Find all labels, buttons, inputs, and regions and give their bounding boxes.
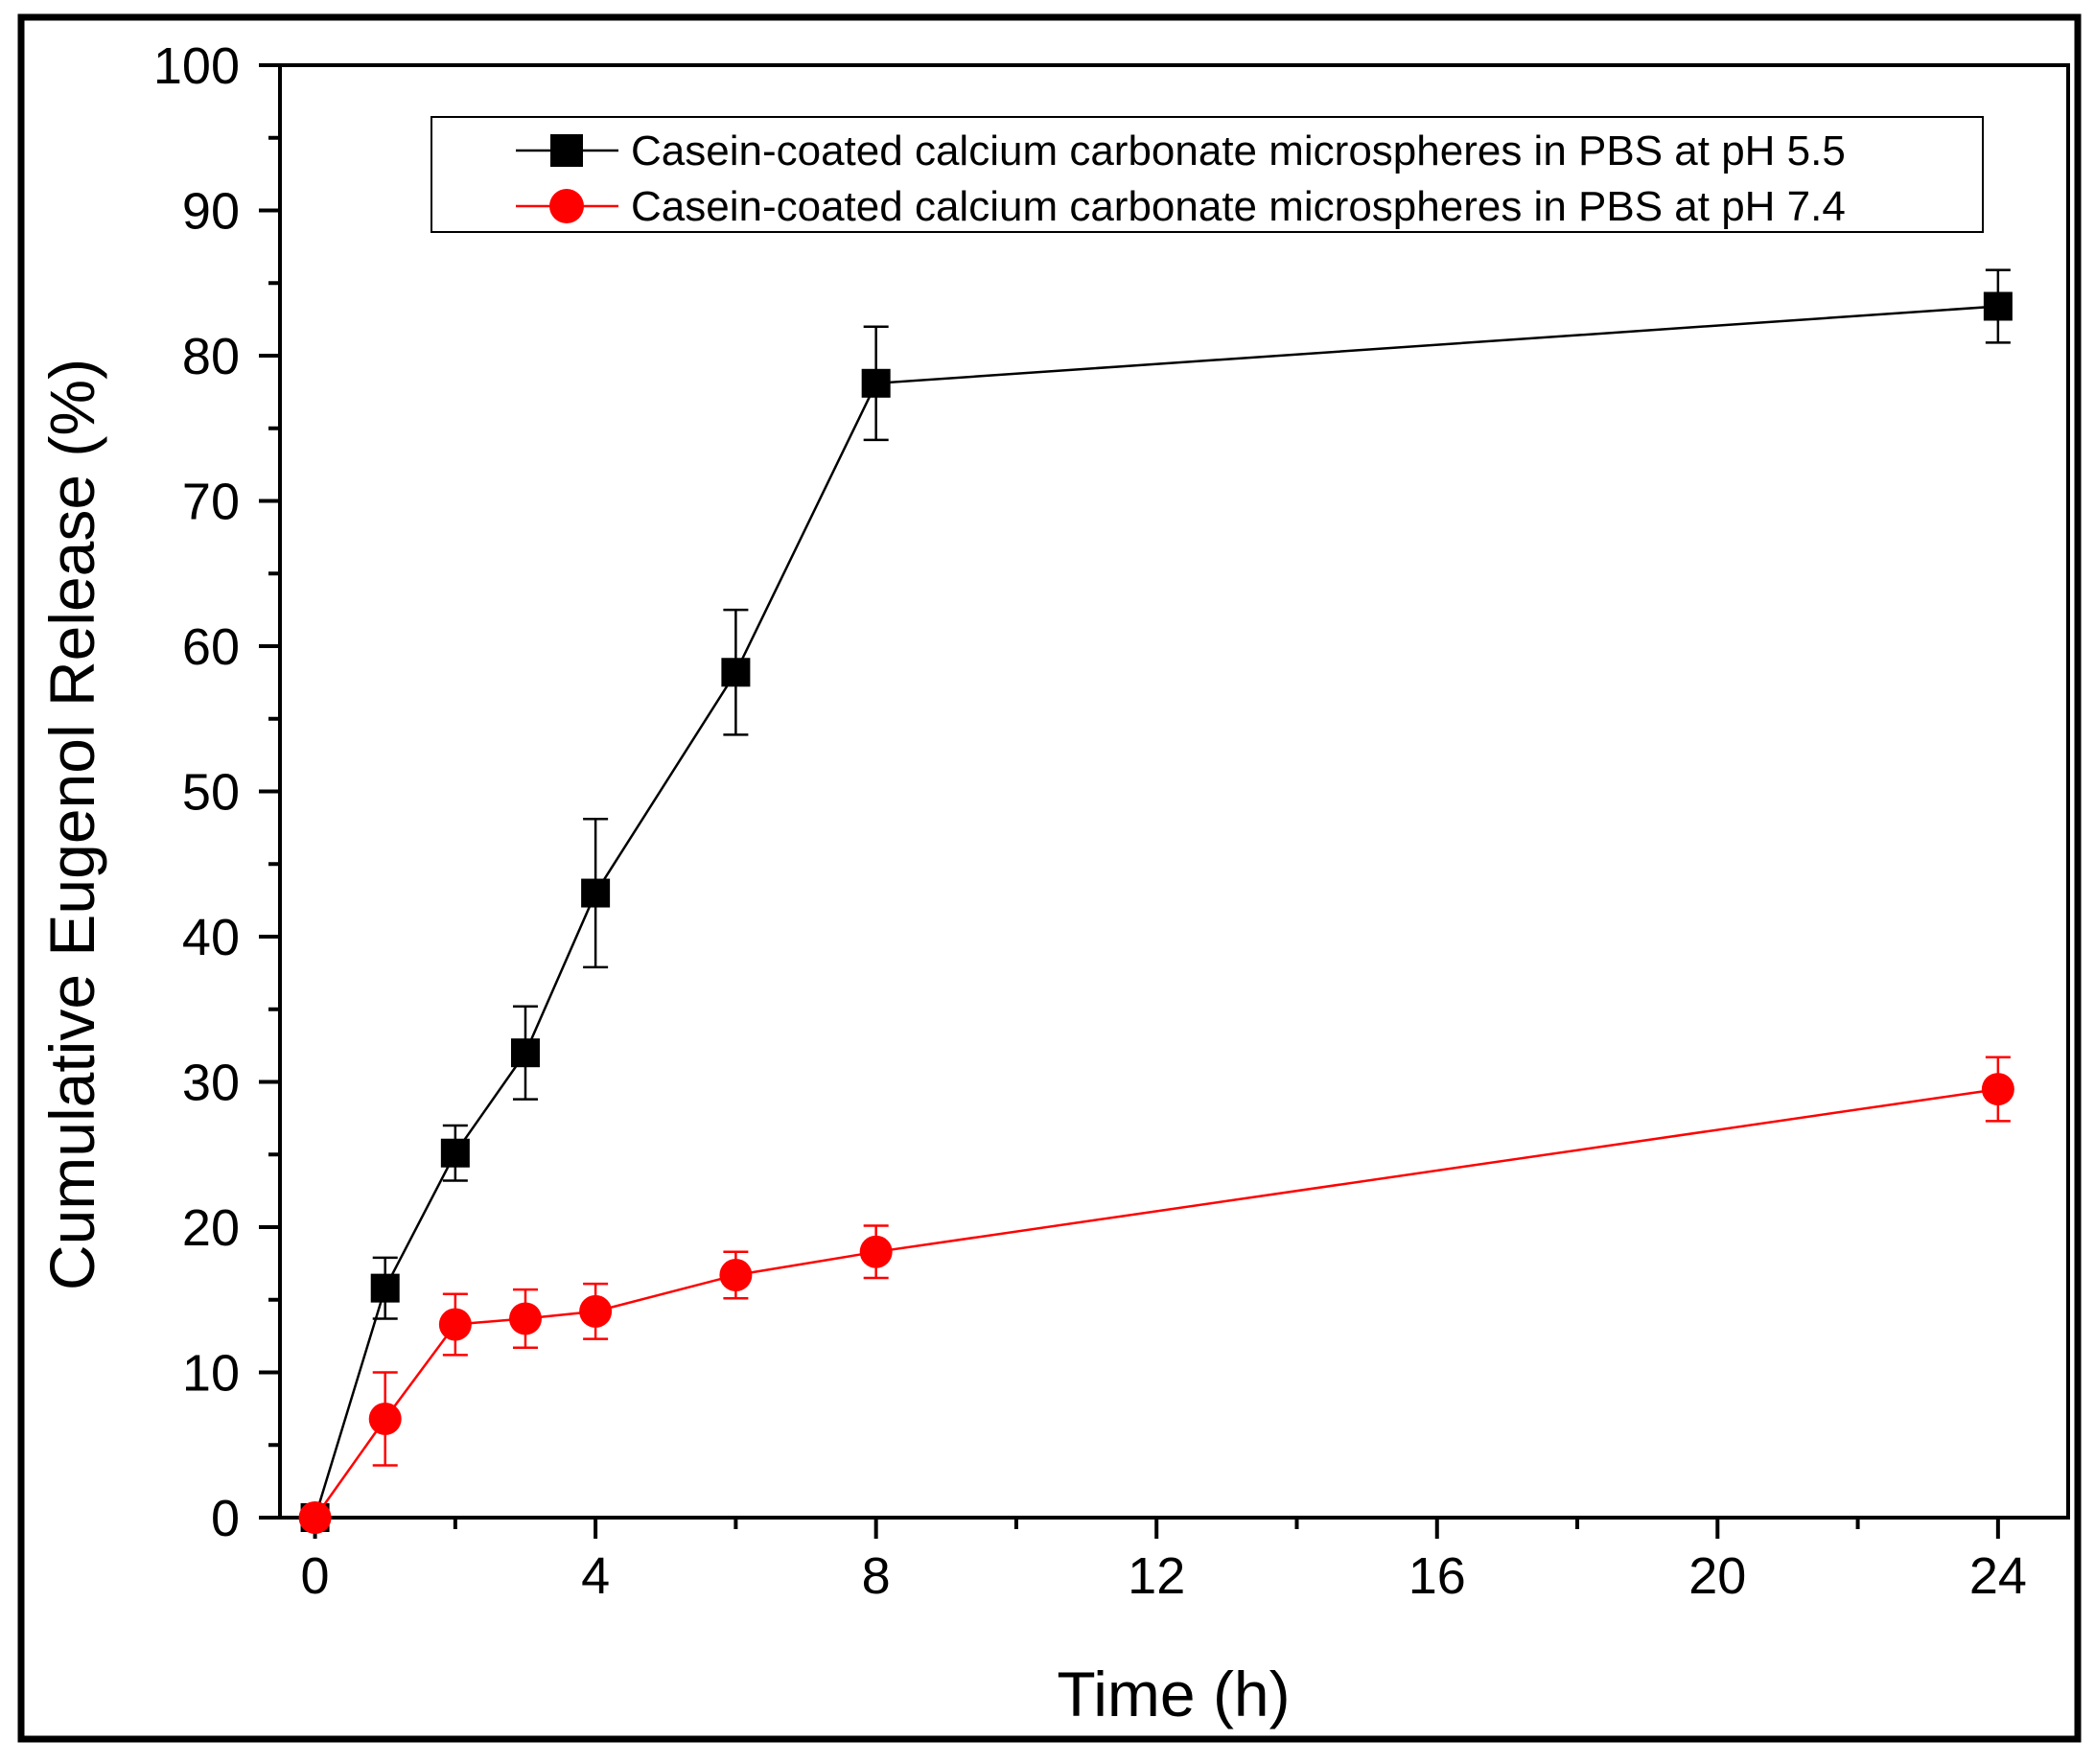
data-point-square [581, 878, 611, 908]
data-point-circle [368, 1402, 402, 1435]
series-line-1 [314, 1087, 1999, 1519]
x-axis-title: Time (h) [1057, 1659, 1290, 1729]
y-tick-label: 10 [182, 1345, 240, 1403]
legend-box [431, 116, 1984, 233]
data-point-square [1983, 291, 2013, 321]
legend-label-ph55: Casein-coated calcium carbonate microsph… [631, 128, 1846, 174]
y-tick-label: 90 [182, 183, 240, 241]
y-tick-label: 70 [182, 474, 240, 531]
legend-label-ph74: Casein-coated calcium carbonate microsph… [631, 183, 1846, 230]
data-point-circle [1981, 1073, 2014, 1106]
x-tick-label: 12 [1128, 1547, 1185, 1605]
x-tick-label: 0 [301, 1547, 330, 1605]
data-point-circle [579, 1294, 613, 1328]
data-point-square [440, 1138, 470, 1168]
data-point-square [370, 1273, 400, 1303]
legend: Casein-coated calcium carbonate microsph… [431, 116, 1984, 233]
data-point-square [861, 368, 891, 398]
data-point-circle [859, 1235, 893, 1268]
x-tick-label: 20 [1688, 1547, 1746, 1605]
y-tick-label: 60 [182, 618, 240, 676]
y-tick-label: 80 [182, 328, 240, 385]
x-tick-label: 24 [1969, 1547, 2027, 1605]
legend-square-marker [550, 134, 583, 167]
legend-circle-marker [549, 189, 584, 223]
y-tick-label: 40 [182, 909, 240, 966]
data-point-circle [508, 1302, 542, 1335]
data-point-circle [438, 1308, 472, 1341]
x-tick-label: 16 [1408, 1547, 1466, 1605]
x-tick-label: 8 [862, 1547, 891, 1605]
data-point-square [721, 658, 751, 687]
data-point-circle [719, 1258, 753, 1291]
x-tick-label: 4 [581, 1547, 610, 1605]
data-point-square [510, 1038, 540, 1068]
y-tick-label: 100 [153, 37, 240, 95]
figure-frame [17, 13, 2082, 1743]
y-tick-label: 50 [182, 764, 240, 822]
data-point-circle [298, 1501, 332, 1534]
series-line-0 [314, 305, 1998, 1519]
y-tick-label: 0 [211, 1490, 240, 1547]
y-tick-label: 30 [182, 1055, 240, 1112]
y-tick-label: 20 [182, 1199, 240, 1257]
y-axis-title: Cumulative Eugenol Release (%) [36, 359, 107, 1290]
